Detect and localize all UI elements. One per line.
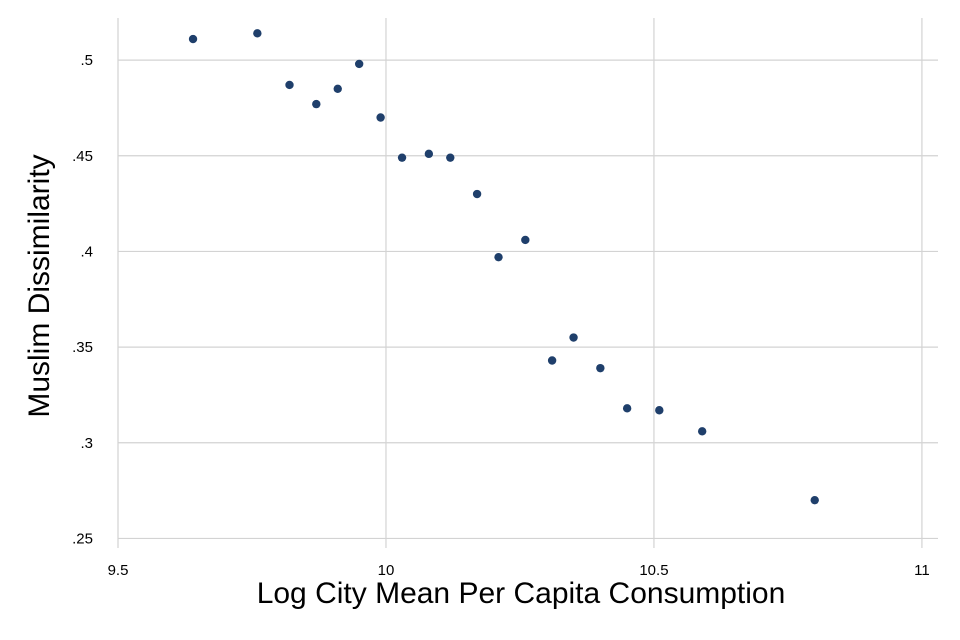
data-point — [655, 406, 664, 415]
data-point — [312, 99, 321, 109]
x-axis-title: Log City Mean Per Capita Consumption — [257, 577, 786, 610]
y-tick-label: .45 — [72, 148, 93, 165]
y-tick-label: .25 — [72, 530, 93, 547]
data-point — [622, 404, 632, 413]
data-point — [697, 427, 707, 436]
data-point — [333, 84, 342, 93]
data-point — [285, 80, 294, 90]
y-gridlines — [118, 59, 938, 540]
y-axis-title: Muslim Dissimilarity — [23, 154, 56, 417]
data-point — [596, 363, 605, 373]
data-point — [446, 153, 455, 162]
y-tick-label: .4 — [80, 243, 93, 260]
data-point — [810, 495, 819, 505]
data-point — [376, 113, 385, 122]
y-tick-label: .35 — [72, 339, 93, 356]
data-point — [424, 149, 434, 159]
x-tick-label: 10 — [378, 562, 395, 579]
data-point — [188, 34, 198, 44]
data-point — [547, 356, 557, 365]
data-point — [472, 189, 482, 199]
data-point — [521, 235, 530, 245]
data-point — [354, 59, 364, 69]
y-tick-label: .3 — [80, 435, 93, 452]
data-point — [569, 333, 578, 342]
x-gridlines — [117, 18, 923, 548]
y-tick-label: .5 — [80, 52, 93, 69]
x-tick-label: 11 — [914, 562, 930, 579]
data-points — [188, 29, 819, 505]
data-point — [494, 252, 503, 262]
x-tick-labels: 9.5 10 10.5 11 — [108, 562, 930, 579]
data-point — [397, 153, 407, 162]
y-tick-labels: .25 .3 .35 .4 .45 .5 — [72, 52, 93, 547]
x-tick-label: 9.5 — [108, 562, 129, 579]
x-tick-label: 10.5 — [639, 562, 668, 579]
data-point — [253, 29, 262, 38]
